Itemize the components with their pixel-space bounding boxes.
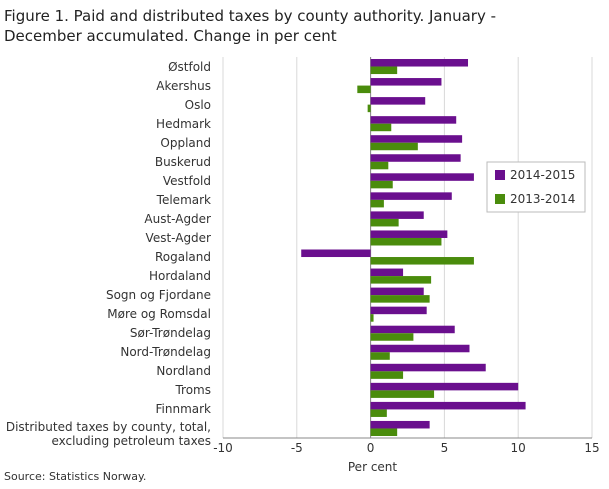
y-tick-label: Troms bbox=[175, 383, 211, 398]
bar bbox=[370, 123, 392, 132]
x-tick-label: -10 bbox=[213, 441, 233, 455]
bar bbox=[370, 161, 389, 170]
bar bbox=[370, 59, 469, 67]
bar bbox=[370, 363, 486, 372]
bar bbox=[370, 199, 384, 208]
chart-title: Figure 1. Paid and distributed taxes by … bbox=[4, 7, 497, 45]
x-tick-label: 10 bbox=[511, 441, 526, 455]
y-tick-label: Rogaland bbox=[154, 250, 211, 265]
y-tick-label: Nordland bbox=[156, 364, 211, 379]
bar bbox=[370, 420, 430, 429]
bar bbox=[370, 333, 414, 341]
bar bbox=[370, 180, 393, 189]
bar bbox=[370, 135, 463, 143]
bar bbox=[370, 78, 442, 86]
bar bbox=[370, 268, 404, 277]
y-tick-label: Aust-Agder bbox=[144, 211, 211, 226]
bar bbox=[370, 230, 448, 238]
bar bbox=[370, 390, 435, 398]
bar bbox=[370, 173, 474, 181]
bar bbox=[370, 237, 442, 246]
y-tick-label: Vest-Agder bbox=[145, 230, 211, 245]
x-tick-label: 5 bbox=[441, 441, 449, 455]
legend-swatch bbox=[495, 194, 505, 204]
bar bbox=[370, 382, 519, 391]
y-tick-label: Buskerud bbox=[154, 154, 211, 169]
bar bbox=[370, 306, 427, 315]
bar bbox=[301, 249, 371, 258]
y-tick-label: Akershus bbox=[156, 78, 211, 93]
y-tick-label: Oppland bbox=[160, 135, 211, 150]
bar bbox=[370, 276, 432, 284]
x-axis-label: Per cent bbox=[348, 460, 398, 474]
bar bbox=[370, 428, 398, 436]
y-tick-label: Hordaland bbox=[149, 269, 211, 284]
y-tick-label: Oslo bbox=[184, 97, 211, 112]
bar bbox=[370, 325, 455, 334]
bar bbox=[370, 257, 474, 265]
legend-swatch bbox=[495, 170, 505, 180]
y-tick-label: Telemark bbox=[156, 192, 211, 207]
legend-label: 2013-2014 bbox=[510, 192, 575, 206]
bar bbox=[370, 371, 404, 379]
x-tick-label: 0 bbox=[367, 441, 375, 455]
y-tick-label: Distributed taxes by county, total, excl… bbox=[5, 420, 211, 449]
bar bbox=[370, 409, 387, 417]
bar bbox=[370, 295, 430, 303]
bar bbox=[370, 192, 452, 200]
bar bbox=[370, 352, 390, 360]
x-tick-label: 15 bbox=[584, 441, 599, 455]
y-tick-label: Sogn og Fjordane bbox=[105, 288, 211, 303]
bar bbox=[370, 211, 424, 219]
legend-label: 2014-2015 bbox=[510, 168, 575, 182]
y-tick-label: Hedmark bbox=[156, 116, 211, 131]
y-tick-label: Nord-Trøndelag bbox=[120, 345, 211, 360]
y-tick-label: Østfold bbox=[168, 59, 211, 74]
bar bbox=[370, 344, 470, 353]
bar bbox=[370, 287, 424, 296]
bar bbox=[370, 116, 457, 124]
y-tick-label: Finnmark bbox=[155, 402, 212, 417]
bar bbox=[370, 314, 374, 322]
source: Source: Statistics Norway. bbox=[4, 470, 147, 483]
y-tick-label: Møre og Romsdal bbox=[107, 307, 211, 322]
x-tick-label: -5 bbox=[291, 441, 303, 455]
bar bbox=[357, 85, 371, 94]
bar bbox=[367, 104, 371, 113]
y-tick-label: Vestfold bbox=[162, 173, 211, 188]
bar bbox=[370, 97, 426, 105]
bar bbox=[370, 142, 418, 151]
bar bbox=[370, 218, 399, 227]
y-tick-label: Sør-Trøndelag bbox=[129, 326, 211, 341]
bar bbox=[370, 401, 526, 410]
bar bbox=[370, 66, 398, 75]
bar bbox=[370, 154, 461, 162]
